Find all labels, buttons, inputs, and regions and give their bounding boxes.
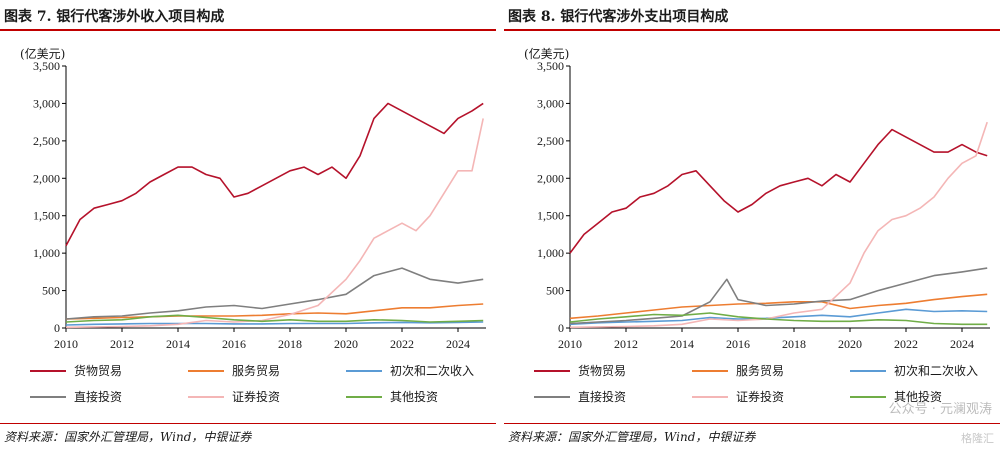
legend-item: 货物贸易 xyxy=(534,362,626,379)
watermark-logo: 格隆汇 xyxy=(961,432,994,445)
legend-item: 初次和二次收入 xyxy=(850,362,978,379)
x-tick-label: 2014 xyxy=(670,337,694,351)
x-tick-label: 2024 xyxy=(446,337,470,351)
chart-legend: 货物贸易 服务贸易 初次和二次收入直接投资 证券投资 其他投资 xyxy=(30,362,490,418)
y-tick-label: 1,500 xyxy=(537,209,564,223)
y-tick-label: 500 xyxy=(546,284,564,298)
chart-plot-area: (亿美元) 0 500 1,000 1,500 2,000 2,500 3,000 3,500 2… xyxy=(20,46,486,351)
legend-item: 证券投资 xyxy=(692,388,784,405)
chart-title: 图表 8. 银行代客涉外支出项目构成 xyxy=(508,9,729,25)
legend-swatch xyxy=(188,369,224,372)
series-line xyxy=(65,314,484,323)
x-tick-label: 2018 xyxy=(278,337,302,351)
x-tick-label: 2012 xyxy=(614,337,638,351)
legend-swatch xyxy=(534,369,570,372)
source-divider xyxy=(504,423,1000,424)
x-tick-label: 2012 xyxy=(110,337,134,351)
x-tick-label: 2022 xyxy=(894,337,918,351)
chart-legend: 货物贸易 服务贸易 初次和二次收入直接投资 证券投资 其他投资 xyxy=(534,362,994,418)
y-tick-label: 1,000 xyxy=(33,246,60,260)
title-divider xyxy=(504,29,1000,31)
legend-label: 初次和二次收入 xyxy=(390,364,475,378)
chart-panel-expenditure: 图表 8. 银行代客涉外支出项目构成 (亿美元) 0 500 1,000 1,500 2,… xyxy=(504,0,1000,453)
y-tick-label: 500 xyxy=(42,284,60,298)
y-tick-label: 2,000 xyxy=(33,171,60,185)
chart-plot-area: (亿美元) 0 500 1,000 1,500 2,000 2,500 3,000 3,500 2… xyxy=(524,46,990,351)
y-tick-label: 3,000 xyxy=(33,96,60,110)
legend-item: 直接投资 xyxy=(534,388,626,405)
y-tick-label: 0 xyxy=(558,321,564,335)
source-note: 资料来源：国家外汇管理局，Wind，中银证券 xyxy=(4,430,252,444)
legend-swatch xyxy=(534,395,570,398)
legend-label: 服务贸易 xyxy=(736,364,785,378)
legend-item: 其他投资 xyxy=(346,388,438,405)
legend-item: 其他投资 xyxy=(850,388,942,405)
source-note: 资料来源：国家外汇管理局，Wind，中银证券 xyxy=(508,430,756,444)
legend-swatch xyxy=(850,369,886,372)
y-tick-label: 1,000 xyxy=(537,246,564,260)
legend-label: 其他投资 xyxy=(894,390,943,404)
legend-label: 直接投资 xyxy=(74,390,123,404)
legend-swatch xyxy=(30,369,66,372)
y-tick-label: 2,500 xyxy=(33,134,60,148)
x-tick-label: 2010 xyxy=(558,337,582,351)
legend-item: 服务贸易 xyxy=(692,362,784,379)
series-line xyxy=(569,267,988,325)
y-tick-label: 3,500 xyxy=(537,59,564,73)
series-line xyxy=(569,312,988,326)
legend-label: 货物贸易 xyxy=(74,364,123,378)
x-tick-label: 2010 xyxy=(54,337,78,351)
y-tick-label: 1,500 xyxy=(33,209,60,223)
y-tick-label: 3,500 xyxy=(33,59,60,73)
series-line xyxy=(569,121,988,329)
legend-label: 其他投资 xyxy=(390,390,439,404)
legend-label: 服务贸易 xyxy=(232,364,281,378)
legend-label: 证券投资 xyxy=(232,390,281,404)
legend-item: 证券投资 xyxy=(188,388,280,405)
source-divider xyxy=(0,423,496,424)
y-tick-label: 3,000 xyxy=(537,96,564,110)
legend-swatch xyxy=(346,395,382,398)
x-tick-label: 2018 xyxy=(782,337,806,351)
legend-swatch xyxy=(30,395,66,398)
legend-swatch xyxy=(346,369,382,372)
x-tick-label: 2016 xyxy=(726,337,750,351)
legend-label: 直接投资 xyxy=(578,390,627,404)
series-line xyxy=(65,267,484,320)
series-line xyxy=(569,293,988,320)
x-tick-label: 2020 xyxy=(838,337,862,351)
legend-swatch xyxy=(692,395,728,398)
series-line xyxy=(65,303,484,320)
x-tick-label: 2020 xyxy=(334,337,358,351)
legend-item: 直接投资 xyxy=(30,388,122,405)
legend-label: 证券投资 xyxy=(736,390,785,404)
legend-swatch xyxy=(692,369,728,372)
y-axis-unit-label: (亿美元) xyxy=(524,46,569,61)
title-divider xyxy=(0,29,496,31)
y-tick-label: 2,500 xyxy=(537,134,564,148)
legend-label: 货物贸易 xyxy=(578,364,627,378)
legend-swatch xyxy=(188,395,224,398)
series-line xyxy=(569,128,988,254)
y-tick-label: 2,000 xyxy=(537,171,564,185)
y-axis-unit-label: (亿美元) xyxy=(20,46,65,61)
x-tick-label: 2024 xyxy=(950,337,974,351)
chart-title: 图表 7. 银行代客涉外收入项目构成 xyxy=(4,9,225,25)
x-tick-label: 2014 xyxy=(166,337,190,351)
watermark-text: 公众号 · 元澜观涛 xyxy=(888,402,992,417)
legend-swatch xyxy=(850,395,886,398)
series-line xyxy=(65,102,484,247)
x-tick-label: 2016 xyxy=(222,337,246,351)
x-tick-label: 2022 xyxy=(390,337,414,351)
series-line xyxy=(65,321,484,326)
series-line xyxy=(65,118,484,329)
chart-panel-income: 图表 7. 银行代客涉外收入项目构成 (亿美元) 0 500 1,000 1,500 2,… xyxy=(0,0,496,453)
legend-label: 初次和二次收入 xyxy=(894,364,979,378)
legend-item: 初次和二次收入 xyxy=(346,362,474,379)
series-line xyxy=(569,308,988,326)
legend-item: 货物贸易 xyxy=(30,362,122,379)
legend-item: 服务贸易 xyxy=(188,362,280,379)
y-tick-label: 0 xyxy=(54,321,60,335)
